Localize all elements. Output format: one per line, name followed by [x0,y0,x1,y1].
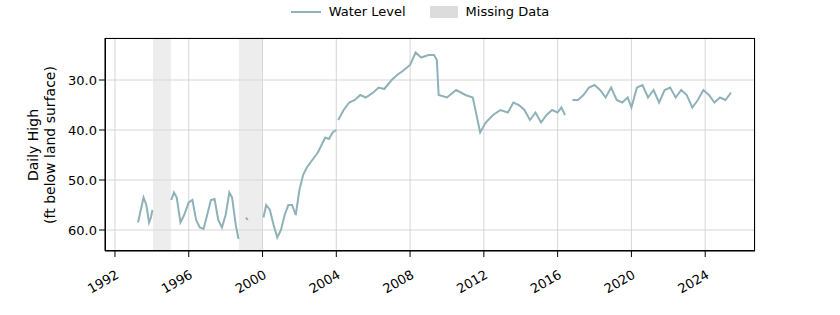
svg-text:2020: 2020 [602,267,638,297]
svg-text:30.0: 30.0 [68,73,97,88]
html-text:Daily High: Daily High [25,108,41,181]
svg-text:2012: 2012 [454,267,490,297]
svg-text:2024: 2024 [675,267,711,297]
svg-text:50.0: 50.0 [68,173,97,188]
html-text:Missing Data: Missing Data [465,4,550,19]
svg-text:2000: 2000 [233,267,269,297]
svg-text:40.0: 40.0 [68,123,97,138]
svg-text:2004: 2004 [306,267,342,297]
html-text:(ft below land surface): (ft below land surface) [42,65,58,224]
html-text:Water Level: Water Level [328,4,406,19]
svg-text:2008: 2008 [380,267,416,297]
svg-text:1996: 1996 [159,267,195,297]
svg-text:60.0: 60.0 [68,223,97,238]
svg-text:2016: 2016 [528,267,564,297]
svg-text:1992: 1992 [85,267,121,297]
